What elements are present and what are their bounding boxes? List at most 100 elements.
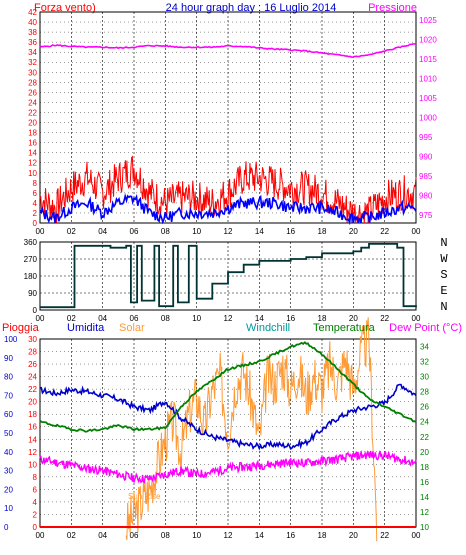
- x-tick-label: 00: [412, 314, 421, 323]
- wind-tick-label: 16: [28, 139, 37, 148]
- series-lines: [39, 42, 417, 542]
- x-tick-label: 18: [318, 531, 327, 540]
- x-tick-label: 18: [318, 314, 327, 323]
- wind-speed-line: [39, 193, 417, 226]
- legend-solar: Solar: [119, 322, 145, 334]
- x-tick-label: 20: [349, 227, 358, 236]
- wind-tick-label: 18: [28, 129, 37, 138]
- legend-dew-point: Dew Point (°C): [389, 322, 462, 334]
- x-tick-label: 08: [161, 531, 170, 540]
- pressure-tick-label: 1010: [419, 74, 437, 83]
- x-tick-label: 14: [255, 531, 264, 540]
- legend-windchill: Windchill: [246, 322, 290, 334]
- wind-tick-label: 40: [28, 18, 37, 27]
- x-tick-label: 00: [36, 227, 45, 236]
- temperature-tick-label: 20: [420, 448, 429, 457]
- direction-tick-label: 90: [28, 289, 37, 298]
- rain-tick-label: 8: [33, 473, 38, 482]
- rain-tick-label: 20: [28, 398, 37, 407]
- rain-tick-label: 28: [28, 348, 37, 357]
- x-tick-label: 22: [380, 227, 389, 236]
- x-tick-label: 22: [380, 531, 389, 540]
- x-tick-label: 14: [255, 314, 264, 323]
- direction-label-e: E: [440, 284, 447, 298]
- solar-line: [125, 317, 378, 542]
- rain-tick-label: 10: [28, 460, 37, 469]
- x-tick-label: 16: [286, 531, 295, 540]
- pressure-tick-label: 990: [419, 153, 433, 162]
- temperature-tick-label: 24: [420, 418, 429, 427]
- wind-tick-label: 38: [28, 28, 37, 37]
- humidity-tick-label: 30: [4, 467, 13, 476]
- direction-tick-label: 270: [24, 255, 38, 264]
- wind-tick-label: 14: [28, 149, 37, 158]
- temperature-tick-label: 12: [420, 508, 429, 517]
- temperature-tick-label: 34: [420, 343, 429, 352]
- pressure-tick-label: 1015: [419, 55, 437, 64]
- rain-tick-label: 30: [28, 335, 37, 344]
- x-tick-label: 10: [192, 314, 201, 323]
- wind-tick-label: 22: [28, 108, 37, 117]
- direction-label-n-top: N: [440, 236, 447, 250]
- x-tick-label: 04: [98, 314, 107, 323]
- x-tick-label: 00: [36, 314, 45, 323]
- rain-tick-label: 22: [28, 385, 37, 394]
- x-tick-label: 00: [412, 531, 421, 540]
- wind-tick-label: 2: [33, 209, 38, 218]
- x-tick-label: 16: [286, 314, 295, 323]
- x-tick-label: 00: [412, 227, 421, 236]
- rain-tick-label: 6: [33, 485, 38, 494]
- x-tick-label: 12: [224, 227, 233, 236]
- x-tick-label: 18: [318, 227, 327, 236]
- x-tick-label: 16: [286, 227, 295, 236]
- humidity-tick-label: 40: [4, 448, 13, 457]
- wind-tick-label: 32: [28, 58, 37, 67]
- x-tick-label: 08: [161, 314, 170, 323]
- legend-humidity: Umidita: [67, 322, 105, 334]
- x-tick-label: 14: [255, 227, 264, 236]
- wind-tick-label: 34: [28, 48, 37, 57]
- humidity-tick-label: 90: [4, 354, 13, 363]
- humidity-tick-label: 10: [4, 504, 13, 513]
- temperature-tick-label: 16: [420, 478, 429, 487]
- humidity-tick-label: 70: [4, 391, 13, 400]
- wind-direction-line: [40, 243, 417, 309]
- wind-tick-label: 10: [28, 169, 37, 178]
- pressure-tick-label: 1025: [419, 16, 437, 25]
- legend-temperature: Temperatura: [313, 322, 376, 334]
- humidity-tick-label: 50: [4, 429, 13, 438]
- wind-tick-label: 28: [28, 78, 37, 87]
- wind-tick-label: 4: [33, 199, 38, 208]
- x-tick-label: 06: [130, 314, 139, 323]
- pressure-tick-label: 985: [419, 172, 433, 181]
- rain-tick-label: 2: [33, 510, 38, 519]
- wind-tick-label: 0: [33, 219, 38, 228]
- temperature-tick-label: 10: [420, 523, 429, 532]
- humidity-tick-label: 0: [4, 523, 9, 532]
- wind-tick-label: 26: [28, 88, 37, 97]
- pressure-tick-label: 1005: [419, 94, 437, 103]
- x-tick-label: 12: [224, 314, 233, 323]
- pressure-line: [39, 42, 417, 59]
- wind-tick-label: 36: [28, 38, 37, 47]
- x-tick-label: 02: [67, 314, 76, 323]
- humidity-tick-label: 100: [4, 335, 18, 344]
- wind-tick-label: 24: [28, 98, 37, 107]
- x-tick-label: 06: [130, 531, 139, 540]
- wind-tick-label: 12: [28, 159, 37, 168]
- wind-tick-label: 30: [28, 68, 37, 77]
- pressure-tick-label: 1000: [419, 114, 437, 123]
- x-tick-label: 10: [192, 227, 201, 236]
- wind-tick-label: 6: [33, 189, 38, 198]
- rain-tick-label: 12: [28, 448, 37, 457]
- x-tick-label: 04: [98, 531, 107, 540]
- temperature-line: [39, 341, 417, 433]
- wind-tick-label: 42: [28, 8, 37, 17]
- pressure-tick-label: 975: [419, 211, 433, 220]
- x-tick-label: 20: [349, 314, 358, 323]
- rain-tick-label: 24: [28, 373, 37, 382]
- direction-tick-label: 0: [33, 306, 38, 315]
- rain-tick-label: 18: [28, 410, 37, 419]
